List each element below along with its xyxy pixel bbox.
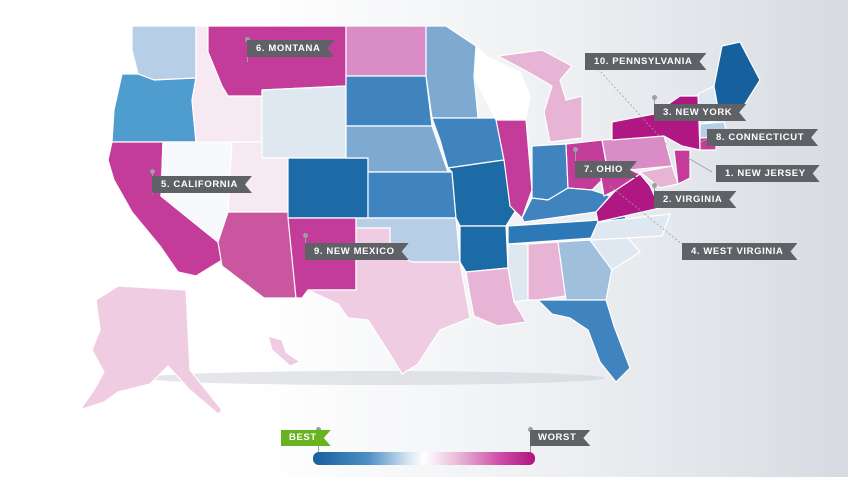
- state-maryland: [639, 165, 679, 189]
- ohio-pin: [573, 147, 578, 166]
- callout-new-jersey: 1. NEW JERSEY: [716, 165, 820, 182]
- state-wyoming: [261, 85, 347, 159]
- callout-california: 5. CALIFORNIA: [152, 176, 252, 193]
- state-arkansas: [459, 225, 509, 273]
- state-kansas: [367, 171, 457, 219]
- state-washington: [131, 25, 197, 81]
- callout-montana: 6. MONTANA: [247, 40, 334, 57]
- legend-color-scale: [313, 452, 535, 465]
- west-virginia-leader-line: [609, 185, 683, 245]
- callout-pennsylvania: 10. PENNSYLVANIA: [585, 53, 706, 70]
- state-north-dakota: [345, 25, 427, 77]
- state-new-jersey: [673, 149, 691, 185]
- state-kentucky: [521, 187, 611, 223]
- state-arizona: [217, 211, 297, 299]
- callout-west-virginia: 4. WEST VIRGINIA: [682, 243, 797, 260]
- state-north-carolina: [589, 213, 671, 241]
- callout-new-mexico: 9. NEW MEXICO: [305, 243, 409, 260]
- state-montana: [207, 25, 347, 97]
- legend-worst-label: WORST: [530, 430, 590, 446]
- state-hawaii: [267, 335, 301, 367]
- state-alabama: [527, 241, 567, 301]
- pennsylvania-leader-line: [589, 59, 669, 147]
- new-jersey-leader-line: [687, 157, 713, 173]
- callout-ohio: 7. OHIO: [575, 161, 637, 178]
- state-mississippi: [507, 243, 529, 303]
- state-georgia: [557, 239, 613, 301]
- state-michigan: [497, 49, 583, 143]
- state-south-dakota: [345, 75, 433, 127]
- state-colorado: [287, 157, 369, 219]
- legend-best-label: BEST: [281, 430, 331, 446]
- state-florida: [537, 299, 631, 383]
- callout-virginia: 2. VIRGINIA: [654, 191, 736, 208]
- state-alaska: [79, 285, 223, 415]
- map-shadow: [145, 371, 605, 385]
- callout-new-york: 3. NEW YORK: [654, 104, 746, 121]
- callout-connecticut: 8. CONNECTICUT: [707, 129, 818, 146]
- state-oregon: [111, 73, 197, 143]
- state-wisconsin: [473, 45, 531, 121]
